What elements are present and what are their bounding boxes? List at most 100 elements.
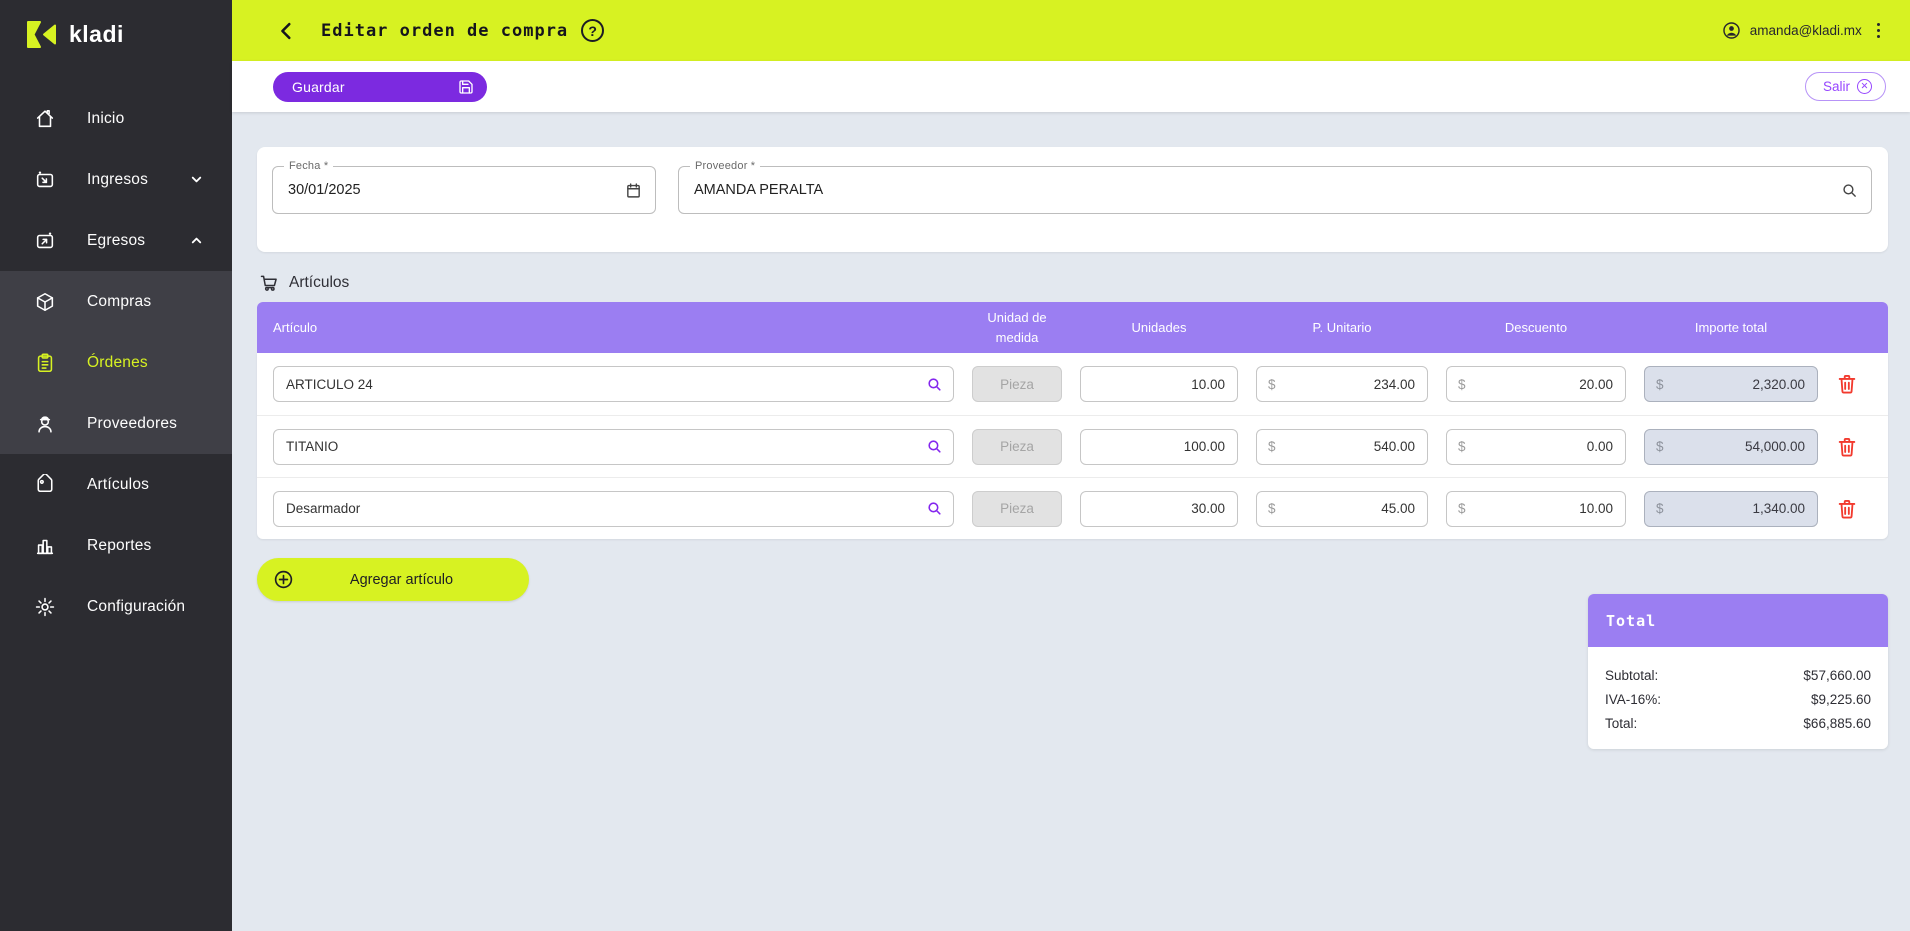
articles-table-body: Pieza $ $ $ (257, 353, 1888, 539)
p-unitario-input[interactable] (1275, 501, 1427, 516)
p-unitario-field: $ (1256, 490, 1428, 527)
articulo-input[interactable] (273, 428, 954, 465)
brand-name: kladi (69, 21, 124, 47)
column-header-articulo: Artículo (273, 319, 318, 335)
sidebar-item-label: Inicio (87, 109, 125, 127)
descuento-input[interactable] (1465, 501, 1625, 516)
total-panel: Total Subtotal: $57,660.00 IVA-16%: $9,2… (1588, 594, 1888, 749)
egresos-submenu: Compras Órdenes Proveedores (0, 271, 232, 454)
kebab-menu-icon[interactable] (1871, 19, 1886, 42)
search-icon[interactable] (926, 438, 943, 455)
delete-row-button[interactable] (1836, 435, 1872, 459)
descuento-field: $ (1446, 428, 1626, 465)
chevron-up-icon (189, 233, 204, 248)
currency-symbol: $ (1656, 501, 1664, 516)
importe-total-value (1663, 376, 1817, 392)
sidebar-item-compras[interactable]: Compras (0, 271, 232, 332)
sidebar-item-label: Compras (87, 292, 152, 310)
fecha-field: Fecha * (272, 160, 656, 214)
content-area: Fecha * Proveedor * Artículos (232, 112, 1910, 931)
proveedor-field: Proveedor * (678, 160, 1872, 214)
articles-section-title: Artículos (289, 274, 350, 291)
save-button[interactable]: Guardar (273, 71, 487, 102)
importe-total-value (1663, 439, 1817, 454)
unidades-input[interactable] (1080, 428, 1238, 465)
user-email: amanda@kladi.mx (1749, 23, 1862, 38)
proveedor-label: Proveedor * (690, 160, 761, 172)
sidebar-item-inicio[interactable]: Inicio (0, 88, 232, 149)
table-row: Pieza $ $ $ (257, 477, 1888, 539)
importe-total-value (1663, 501, 1817, 516)
sidebar-item-articulos[interactable]: Artículos (0, 454, 232, 515)
column-header-unidad-de-medida: Unidad de medida (987, 310, 1047, 345)
order-form-card: Fecha * Proveedor * (257, 147, 1888, 252)
sidebar-item-label: Egresos (87, 231, 146, 249)
descuento-field: $ (1446, 490, 1626, 527)
iva-label: IVA-16%: (1605, 692, 1662, 707)
exit-button[interactable]: Salir ✕ (1804, 72, 1886, 101)
p-unitario-field: $ (1256, 366, 1428, 402)
importe-total-disabled-field: $ (1644, 366, 1818, 402)
unidad-medida-disabled-field: Pieza (972, 428, 1062, 465)
descuento-input[interactable] (1465, 439, 1625, 454)
avatar-icon (1722, 21, 1741, 40)
table-row: Pieza $ $ $ (257, 353, 1888, 415)
bar-chart-icon (33, 534, 56, 557)
help-button[interactable]: ? (581, 19, 605, 42)
p-unitario-input[interactable] (1275, 439, 1427, 454)
sidebar-nav: Inicio Ingresos Egresos (0, 88, 232, 637)
calendar-icon[interactable] (625, 182, 642, 199)
descuento-input[interactable] (1465, 376, 1625, 392)
action-toolbar: Guardar Salir ✕ (232, 61, 1910, 112)
column-header-p-unitario: P. Unitario (1312, 319, 1372, 335)
total-value: $66,885.60 (1803, 716, 1871, 731)
total-row: Total: $66,885.60 (1605, 712, 1871, 736)
unidad-medida-disabled-field: Pieza (972, 490, 1062, 527)
sidebar-item-ingresos[interactable]: Ingresos (0, 149, 232, 210)
cart-icon (259, 273, 279, 293)
income-box-icon (33, 168, 56, 191)
total-label: Total: (1605, 716, 1638, 731)
page-title: Editar orden de compra (321, 20, 569, 41)
proveedor-input[interactable] (679, 182, 1841, 198)
total-panel-title: Total (1588, 594, 1888, 647)
gear-icon (33, 595, 56, 618)
sidebar-item-proveedores[interactable]: Proveedores (0, 393, 232, 454)
iva-row: IVA-16%: $9,225.60 (1605, 688, 1871, 712)
search-icon[interactable] (926, 500, 943, 517)
user-menu[interactable]: amanda@kladi.mx (1722, 19, 1886, 42)
subtotal-label: Subtotal: (1605, 668, 1659, 683)
articulo-input[interactable] (273, 490, 954, 527)
currency-symbol: $ (1268, 376, 1276, 392)
fecha-label: Fecha * (284, 160, 334, 172)
brand-logo[interactable]: kladi (0, 0, 232, 52)
search-icon[interactable] (926, 376, 943, 393)
table-row: Pieza $ $ $ (257, 415, 1888, 477)
p-unitario-input[interactable] (1275, 376, 1427, 392)
sidebar-item-egresos[interactable]: Egresos (0, 210, 232, 271)
currency-symbol: $ (1458, 376, 1466, 392)
sidebar-item-label: Órdenes (87, 353, 148, 371)
question-mark-icon: ? (588, 22, 597, 39)
sidebar-item-label: Configuración (87, 597, 186, 615)
add-article-button[interactable]: Agregar artículo (257, 558, 529, 601)
worker-icon (33, 412, 56, 435)
close-circle-icon: ✕ (1857, 79, 1872, 94)
delete-row-button[interactable] (1836, 497, 1872, 521)
articulo-input[interactable] (273, 366, 954, 402)
sidebar-item-ordenes[interactable]: Órdenes (0, 332, 232, 393)
fecha-input[interactable] (273, 182, 625, 198)
main-area: Editar orden de compra ? amanda@kladi.mx… (232, 0, 1910, 931)
search-icon[interactable] (1841, 182, 1858, 199)
importe-total-disabled-field: $ (1644, 428, 1818, 465)
trash-icon (1836, 372, 1858, 396)
unidades-input[interactable] (1080, 490, 1238, 527)
clipboard-icon (33, 351, 56, 374)
sidebar-item-configuracion[interactable]: Configuración (0, 576, 232, 637)
back-button[interactable] (274, 18, 300, 44)
add-article-label: Agregar artículo (349, 571, 454, 588)
delete-row-button[interactable] (1836, 372, 1872, 396)
currency-symbol: $ (1458, 501, 1466, 516)
unidades-input[interactable] (1080, 366, 1238, 402)
sidebar-item-reportes[interactable]: Reportes (0, 515, 232, 576)
